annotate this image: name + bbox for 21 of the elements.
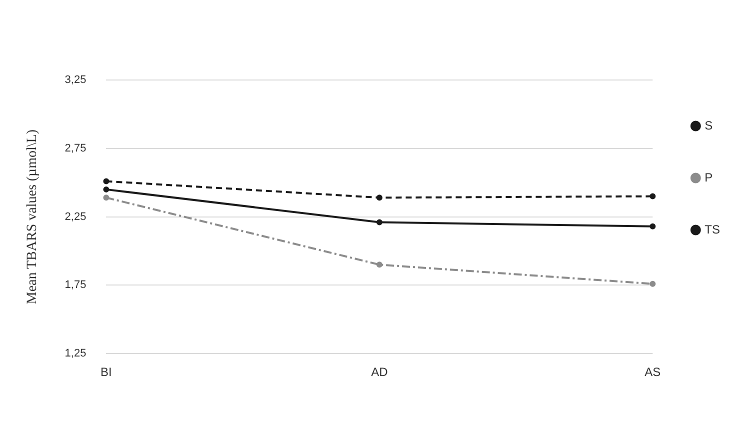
legend-label: TS [704,222,720,236]
legend-label: S [704,118,713,132]
point [103,194,110,201]
x-tick-label: AD [371,365,388,380]
point [650,223,656,230]
point [376,194,382,201]
y-tick-label: 2,25 [64,210,86,223]
point [103,186,110,192]
x-tick-label: AS [644,365,661,380]
y-axis-title: Mean TBARS values (µmol\L) [25,129,40,304]
y-tick-label: 2,75 [64,142,86,154]
y-tick-label: 3,25 [64,74,86,86]
point [103,178,110,184]
point [376,219,382,226]
point [650,193,656,200]
point [376,262,382,268]
y-tick-label: 1,75 [64,279,86,292]
x-tick-label: BI [100,365,112,380]
y-tick-label: 1,25 [64,348,86,360]
point [650,280,656,287]
legend-label: P [704,170,713,184]
